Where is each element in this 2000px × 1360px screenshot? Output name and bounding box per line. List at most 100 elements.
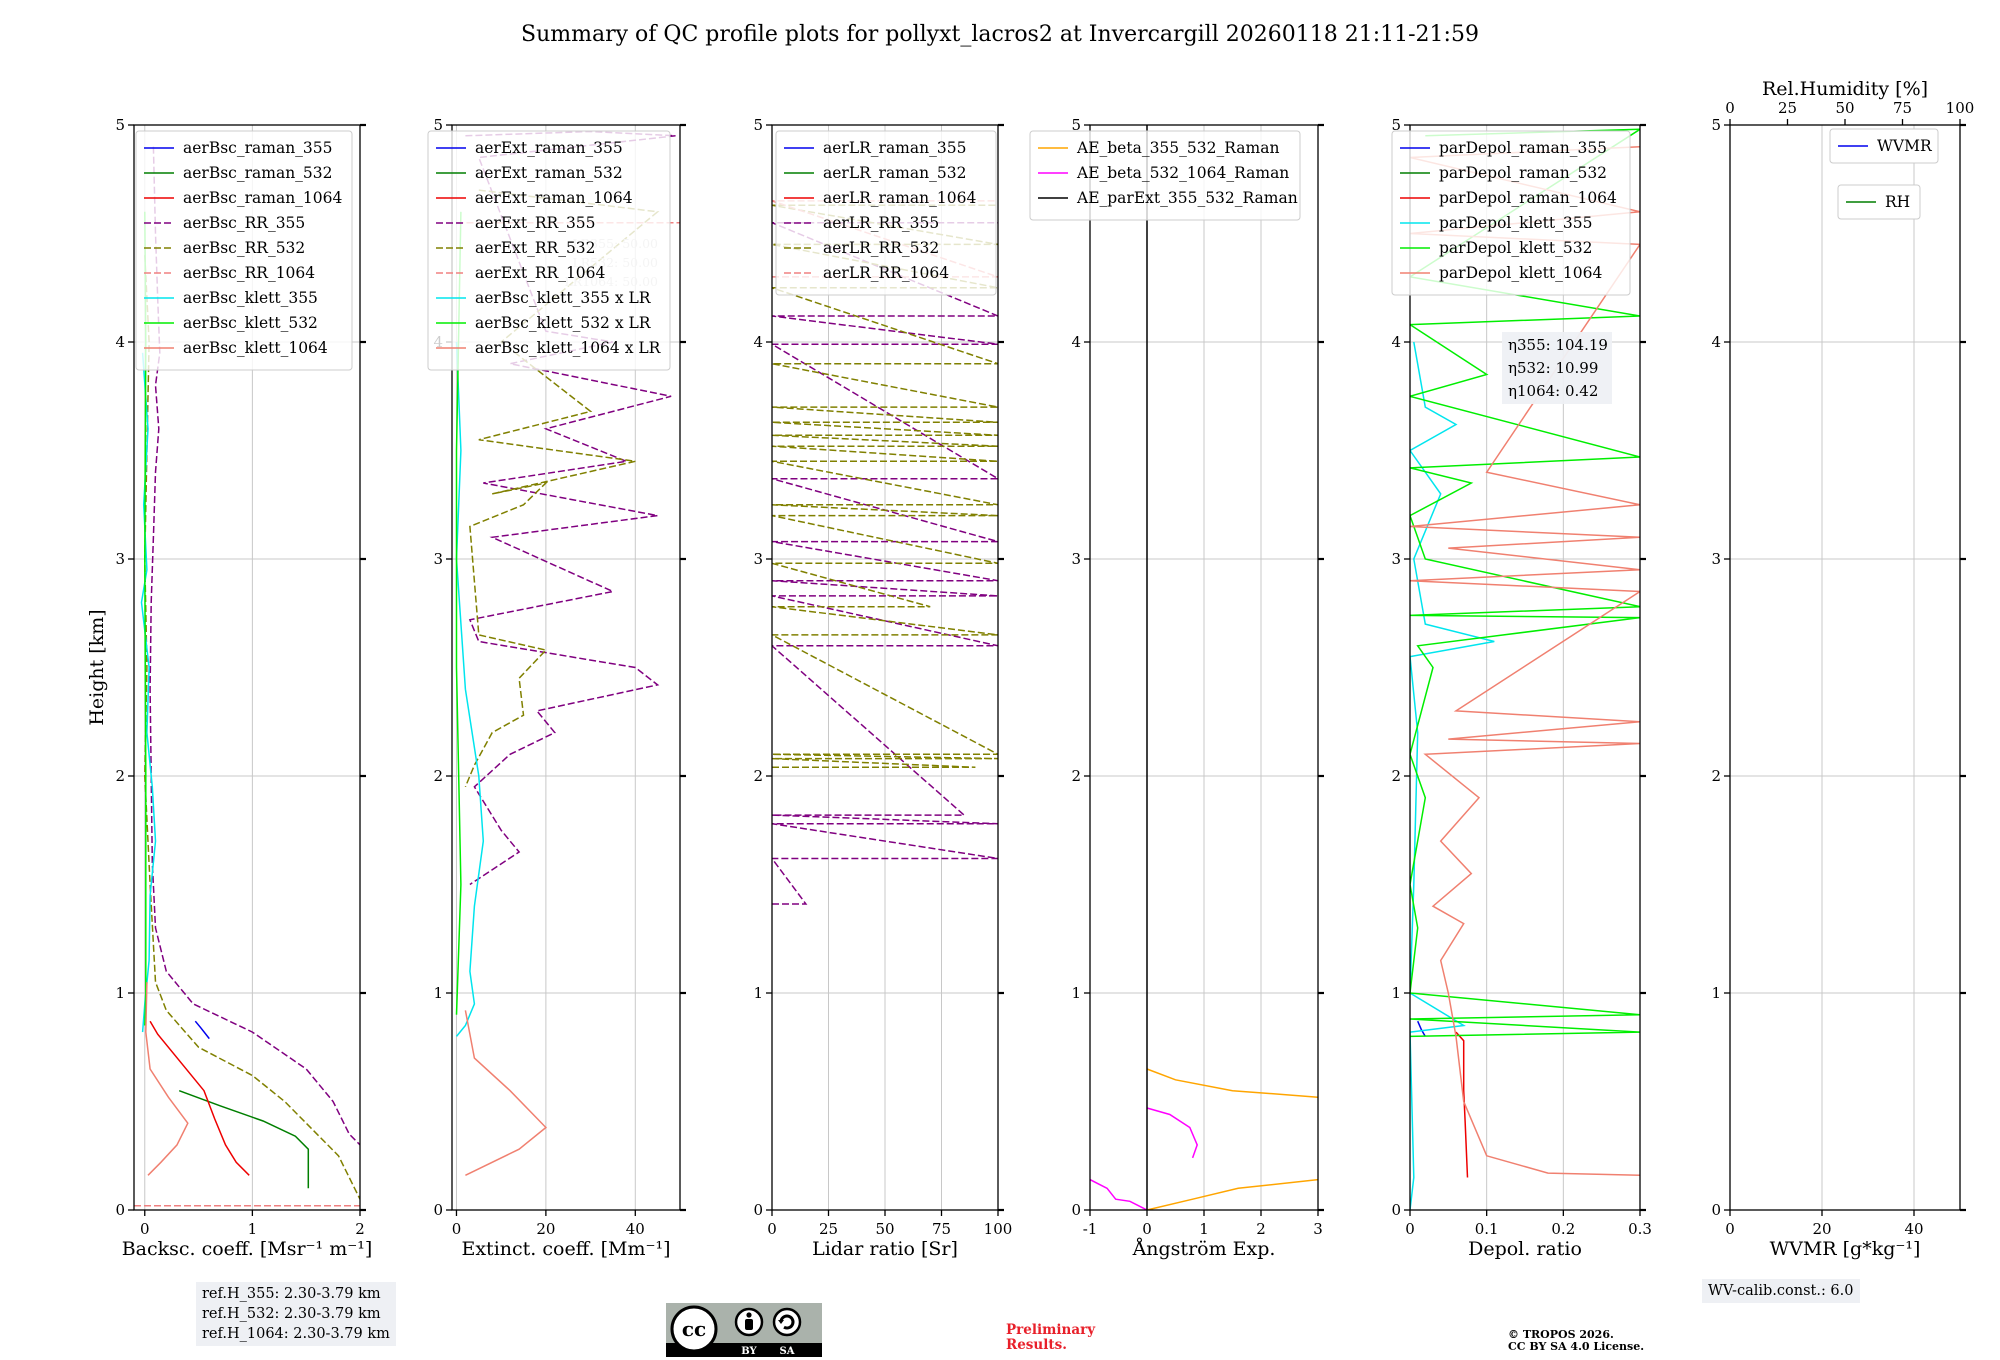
x-tick-label: 0 <box>452 1220 462 1238</box>
legend-box <box>1391 130 1631 296</box>
cc-license-badge: cc BY SA <box>666 1303 822 1357</box>
y-tick-label: 3 <box>1071 550 1081 568</box>
x-tick-label: 3 <box>1313 1220 1323 1238</box>
x-tick-label: 0 <box>1142 1220 1152 1238</box>
legend-label-aerBsc_klett_532: aerBsc_klett_532 <box>183 314 318 332</box>
legend-box <box>427 130 671 371</box>
legend-WVMR: WVMR <box>1829 128 1939 164</box>
legend: parDepol_raman_355 parDepol_raman_532 parD… <box>1391 130 1631 296</box>
legend-RH: RH <box>1837 184 1921 220</box>
y-tick-label: 4 <box>1071 333 1081 351</box>
y-tick-label: 2 <box>1071 767 1081 785</box>
cc-badge-text: cc <box>682 1317 706 1341</box>
preliminary-notice: Preliminary Results. <box>1006 1323 1095 1353</box>
x-tick-label: 25 <box>819 1220 838 1238</box>
y-tick-label: 1 <box>115 984 125 1002</box>
legend: aerLR_raman_355 aerLR_raman_532 aerLR_rama… <box>775 130 997 296</box>
legend-box <box>1029 130 1301 221</box>
legend-label-aerExt_RR_1064: aerExt_RR_1064 <box>475 264 606 282</box>
preliminary-line-1: Preliminary <box>1006 1322 1096 1338</box>
figure-title: Summary of QC profile plots for pollyxt_… <box>521 22 1479 47</box>
x-tick-label: 75 <box>932 1220 951 1238</box>
legend-label-aerLR_RR_1064: aerLR_RR_1064 <box>823 264 949 282</box>
axes-frame <box>133 124 361 1211</box>
eta-box <box>1502 332 1612 404</box>
legend-box <box>135 130 353 371</box>
x-tick-label: 100 <box>984 1220 1013 1238</box>
x-axis-label: Depol. ratio <box>1468 1238 1582 1260</box>
x-tick-label: 50 <box>875 1220 894 1238</box>
legend-label-aerLR_RR_532: aerLR_RR_532 <box>823 239 939 257</box>
y-tick-label: 1 <box>433 984 443 1002</box>
top-tick-label: 100 <box>1946 99 1975 117</box>
legend-label-aerLR_raman_355: aerLR_raman_355 <box>823 139 966 157</box>
y-tick-label: 5 <box>115 116 125 134</box>
series-line-parDepol_klett_532 <box>1410 128 1640 1038</box>
legend-label-parDepol_raman_1064: parDepol_raman_1064 <box>1439 189 1617 207</box>
y-tick-label: 5 <box>1391 116 1401 134</box>
legend-label-aerBsc_RR_355: aerBsc_RR_355 <box>183 214 305 232</box>
x-tick-label: 2 <box>1256 1220 1266 1238</box>
series-line-aerBsc_klett_1064 x LR <box>464 1010 548 1176</box>
legend-label-parDepol_klett_355: parDepol_klett_355 <box>1439 214 1592 232</box>
legend-label-aerExt_raman_532: aerExt_raman_532 <box>475 164 623 182</box>
legend: aerExt_raman_355 aerExt_raman_532 aerExt_r… <box>427 130 671 371</box>
y-tick-label: 2 <box>1391 767 1401 785</box>
y-tick-label: 3 <box>433 550 443 568</box>
y-tick-label: 3 <box>753 550 763 568</box>
legend-label-aerExt_RR_355: aerExt_RR_355 <box>475 214 596 232</box>
y-tick-label: 3 <box>1391 550 1401 568</box>
top-tick-label: 50 <box>1835 99 1854 117</box>
y-tick-label: 4 <box>753 333 763 351</box>
legend-label-aerBsc_raman_1064: aerBsc_raman_1064 <box>183 189 343 207</box>
top-tick-label: 75 <box>1893 99 1912 117</box>
series-line-aerBsc_klett_355 <box>140 352 157 1033</box>
series-line-aerBsc_raman_1064 <box>149 1020 250 1176</box>
ref-height-1064: ref.H_1064: 2.30-3.79 km <box>202 1326 390 1342</box>
legend-label-aerExt_raman_1064: aerExt_raman_1064 <box>475 189 633 207</box>
copyright-line-2: CC BY SA 4.0 License. <box>1508 1340 1645 1353</box>
y-tick-label: 5 <box>1071 116 1081 134</box>
copyright-line-1: © TROPOS 2026. <box>1508 1328 1614 1341</box>
ref-height-532: ref.H_532: 2.30-3.79 km <box>202 1306 381 1322</box>
series-line-aerLR_RR_355 <box>772 221 998 905</box>
x-tick-label: 2 <box>355 1220 365 1238</box>
x-tick-label: 40 <box>1904 1220 1923 1238</box>
legend-label-AE_beta_355_532_Raman: AE_beta_355_532_Raman <box>1076 139 1279 157</box>
series-line-aerLR_RR_532 <box>772 204 998 769</box>
legend-label-aerBsc_klett_1064 x LR: aerBsc_klett_1064 x LR <box>475 339 662 357</box>
y-tick-label: 5 <box>1711 116 1721 134</box>
sa-label: SA <box>780 1346 795 1357</box>
eta-annotation: η532: 10.99 <box>1508 359 1598 377</box>
y-tick-label: 1 <box>1071 984 1081 1002</box>
x-tick-label: 40 <box>626 1220 645 1238</box>
legend-label-AE_parExt_355_532_Raman: AE_parExt_355_532_Raman <box>1076 189 1298 207</box>
legend-label-aerLR_raman_532: aerLR_raman_532 <box>823 164 966 182</box>
axes-frame <box>1729 124 1961 1211</box>
series-group <box>1410 128 1640 1210</box>
panel-depolarization: 0 0.1 0.2 0.3 0 1 2 3 4 5 Depol. ratio η355: 104.19… <box>1391 116 1651 1260</box>
series-line-aerBsc_RR_532 <box>144 255 360 1200</box>
legend-label-aerLR_RR_355: aerLR_RR_355 <box>823 214 939 232</box>
x-tick-label: 0 <box>1725 1220 1735 1238</box>
eta-annotation: η355: 104.19 <box>1508 336 1608 354</box>
legend-box <box>1837 184 1921 220</box>
y-tick-label: 0 <box>433 1201 443 1219</box>
axes-frame <box>1409 124 1641 1211</box>
x-tick-label: 1 <box>248 1220 258 1238</box>
x-tick-label: -1 <box>1083 1220 1098 1238</box>
y-tick-label: 5 <box>753 116 763 134</box>
series-line-aerBsc_klett_1064 <box>145 982 189 1176</box>
y-tick-label: 2 <box>753 767 763 785</box>
series-line-aerBsc_klett_355 x LR <box>455 341 485 1037</box>
x-axis-label: Backsc. coeff. [Msr⁻¹ m⁻¹] <box>122 1238 373 1260</box>
legend-box <box>1829 128 1939 164</box>
legend-box <box>775 130 997 296</box>
legend-label-parDepol_raman_355: parDepol_raman_355 <box>1439 139 1607 157</box>
y-tick-label: 3 <box>115 550 125 568</box>
y-tick-label: 0 <box>1391 1201 1401 1219</box>
y-tick-label: 2 <box>115 767 125 785</box>
